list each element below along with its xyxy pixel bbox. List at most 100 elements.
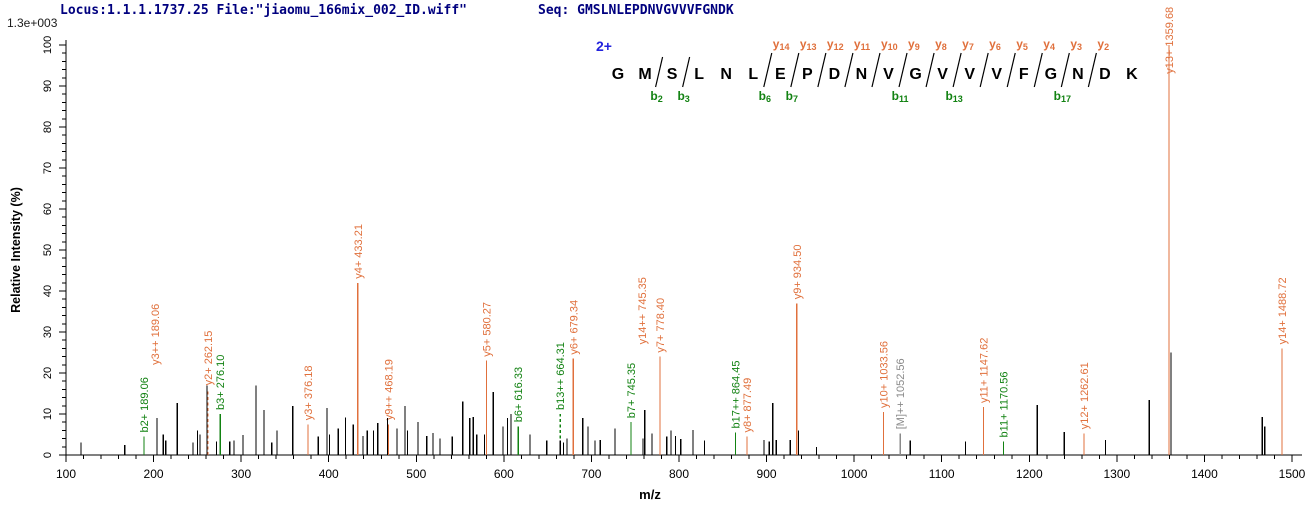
fragment-cut-mark	[1060, 52, 1070, 88]
ion-tag: y10	[881, 37, 898, 52]
ion-tag: y12	[827, 37, 844, 52]
x-tick-label: 900	[757, 467, 777, 481]
ion-peak-label: y10+ 1033.56	[879, 341, 891, 408]
ion-peak-label: y9++ 468.19	[383, 359, 395, 420]
ion-peak-label: b6+ 616.33	[513, 367, 525, 422]
residue-letter: F	[1019, 66, 1029, 83]
residue-letter: P	[802, 66, 813, 83]
ion-peak-label: y11+ 1147.62	[978, 338, 990, 403]
y-tick-label: 30	[42, 326, 54, 338]
fragment-cut-mark	[1006, 52, 1016, 88]
x-tick-label: 400	[319, 467, 339, 481]
x-tick-label: 100	[56, 467, 76, 481]
x-tick-label: 1400	[1191, 467, 1218, 481]
ion-peak-label: b2+ 189.06	[139, 377, 151, 432]
x-tick-label: 1200	[1016, 467, 1043, 481]
y-tick-label: 20	[42, 367, 54, 379]
ion-tag: y4	[1043, 37, 1055, 52]
residue-letter: V	[883, 66, 894, 83]
x-tick-label: 800	[669, 467, 689, 481]
y-tick-label: 90	[42, 80, 54, 92]
ion-peak-label: y14++ 745.35	[637, 277, 649, 344]
y-tick-label: 40	[42, 285, 54, 297]
ion-peak-label: b11+ 1170.56	[999, 372, 1011, 438]
x-axis-title: m/z	[639, 487, 661, 502]
ion-tag: y7	[962, 37, 974, 52]
fragment-cut-mark	[925, 52, 935, 88]
y-tick-label: 60	[42, 203, 54, 215]
x-tick-label: 1300	[1104, 467, 1131, 481]
residue-letter: G	[1045, 66, 1057, 83]
ion-peak-label: y13+ 1359.68	[1164, 7, 1176, 74]
ion-peak-label: y2+ 262.15	[203, 331, 215, 386]
residue-letter: E	[775, 66, 786, 83]
ion-tag: y9	[908, 37, 920, 52]
ion-peak-label: y6+ 679.34	[568, 300, 580, 355]
residue-letter: L	[748, 66, 758, 83]
y-tick-label: 80	[42, 121, 54, 133]
y-axis-title: Relative Intensity (%)	[9, 187, 23, 313]
x-tick-label: 1000	[841, 467, 868, 481]
assigned-ion-peaks: b2+ 189.06 y3++ 189.06 y2+ 262.15 b3+ 276.1…	[139, 7, 1289, 455]
residue-letter: D	[829, 66, 841, 83]
x-tick-label: 500	[406, 467, 426, 481]
fragment-cut-mark	[898, 52, 908, 88]
ion-tag: y2	[1097, 37, 1109, 52]
fragment-cut-mark	[979, 52, 989, 88]
ion-tag: b7	[786, 89, 798, 104]
ion-tag: b17	[1054, 89, 1071, 104]
residue-letter: D	[1099, 66, 1111, 83]
ion-peak-label: y3++ 189.06	[150, 304, 162, 365]
ion-peak-label: y14+ 1488.72	[1277, 277, 1289, 344]
residue-letter: K	[1126, 66, 1138, 83]
residue-letter: M	[638, 66, 651, 83]
residue-letter: N	[720, 66, 732, 83]
ion-tag: b13	[945, 89, 962, 104]
ion-peak-label: y12+ 1262.61	[1079, 362, 1091, 429]
residue-letter: L	[694, 66, 704, 83]
x-tick-label: 1500	[1279, 467, 1306, 481]
y-tick-label: 0	[42, 452, 54, 458]
ion-peak-label: b13++ 664.31	[555, 342, 567, 410]
ion-tag: y13	[800, 37, 817, 52]
y-tick-label: 10	[42, 408, 54, 420]
ion-tag: y14	[773, 37, 790, 52]
x-tick-label: 200	[144, 467, 164, 481]
fragment-cut-mark	[763, 52, 773, 88]
ion-peak-label: y9+ 934.50	[792, 245, 804, 300]
residue-letter: V	[964, 66, 975, 83]
fragment-cut-mark	[871, 52, 881, 88]
ion-tag: y5	[1016, 37, 1028, 52]
locus-file-label: Locus:1.1.1.1737.25 File:"jiaomu_166mix_…	[60, 3, 467, 18]
peptide-sequence-label: Seq: GMSLNLEPDNVGVVVFGNDK	[538, 3, 734, 18]
ion-peak-label: y4+ 433.21	[353, 224, 365, 279]
ion-peak-label: b3+ 276.10	[215, 355, 227, 410]
ion-peak-label: y7+ 778.40	[655, 298, 667, 353]
x-tick-label: 1100	[929, 467, 955, 481]
fragment-cut-mark	[654, 56, 664, 88]
ion-peak-label: b7+ 745.35	[626, 363, 638, 418]
x-tick-label: 300	[231, 467, 251, 481]
ion-peak-label: y3+ 376.18	[303, 366, 315, 421]
fragment-cut-mark	[790, 52, 800, 88]
ion-tag: y6	[989, 37, 1001, 52]
ion-tag: b3	[677, 89, 689, 104]
fragment-cut-mark	[1087, 52, 1097, 88]
y-tick-label: 50	[42, 244, 54, 256]
ion-tag: b2	[650, 89, 662, 104]
fragment-cut-mark	[817, 52, 827, 88]
ion-tag: b11	[892, 89, 909, 104]
residue-letter: N	[856, 66, 868, 83]
fragment-cut-mark	[682, 56, 691, 88]
ion-peak-label: [M]++ 1052.56	[895, 358, 907, 429]
ion-tag: b6	[759, 89, 771, 104]
residue-letter: G	[909, 66, 921, 83]
residue-letter: G	[612, 66, 624, 83]
ion-tag: y11	[854, 37, 870, 52]
y-tick-label: 100	[42, 36, 54, 54]
residue-letter: N	[1072, 66, 1084, 83]
axes: 0 10 20 30 40 50 60 70 80 90 100 100 200 300 400 500 600…	[42, 36, 1306, 481]
